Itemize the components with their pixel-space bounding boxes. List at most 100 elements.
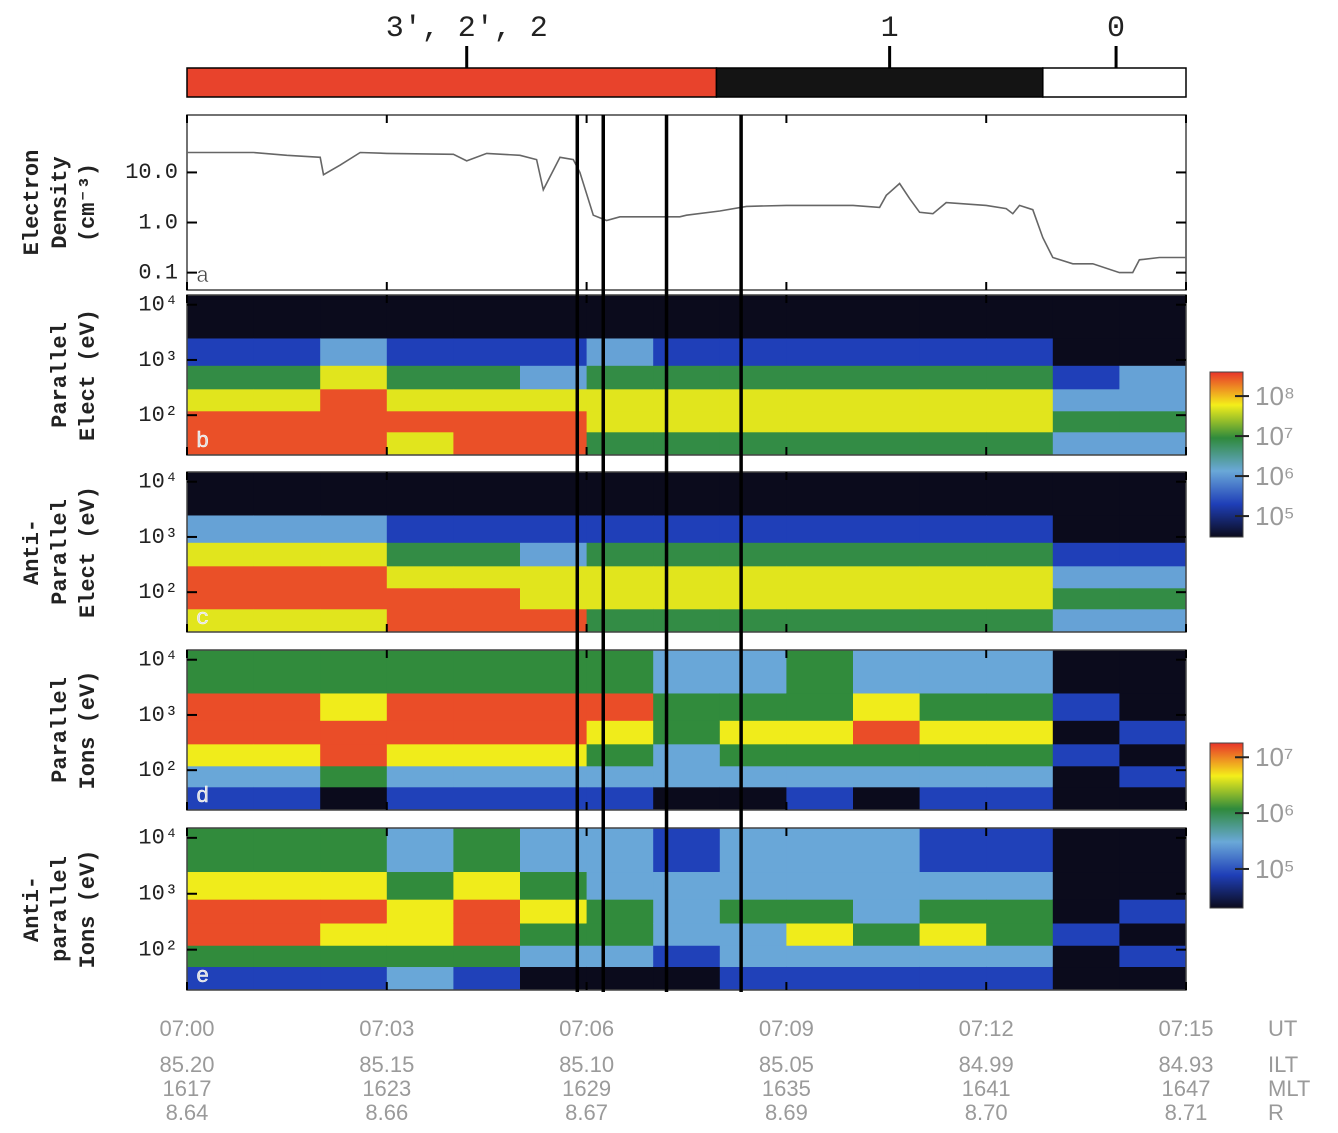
spectrogram-cell [853, 608, 921, 632]
spectrogram-cell [1052, 650, 1120, 694]
spectrogram-cell [1052, 765, 1120, 788]
spectrogram-cell [986, 388, 1054, 412]
spectrogram-cell [187, 514, 255, 543]
spectrogram-cell [520, 431, 588, 455]
spectrogram-cell [919, 765, 987, 788]
spectrogram-cell [586, 786, 654, 810]
colorbar-tick-label: 10⁶ [1255, 461, 1295, 491]
spectrogram-cell [586, 431, 654, 455]
spectrogram-cell [586, 337, 654, 366]
spectrogram-cell [986, 410, 1054, 433]
spectrogram-cell [786, 786, 854, 810]
spectrogram-cell [919, 295, 987, 339]
spectrogram-cell [187, 295, 255, 339]
spectrogram-cell [919, 922, 987, 946]
y-tick-label: 10² [138, 403, 178, 428]
spectrogram-cell [453, 337, 521, 366]
spectrogram-cell [586, 295, 654, 339]
spectrogram-cell [320, 720, 388, 745]
x-tick-label: 07:03 [359, 1016, 414, 1041]
spectrogram-cell [386, 608, 454, 632]
spectrogram-cell [853, 692, 921, 721]
spectrogram-cell [187, 587, 255, 610]
y-axis-label: parallel [48, 856, 73, 962]
spectrogram-cell [986, 966, 1054, 990]
spectrogram-cell [719, 966, 787, 990]
spectrogram-cell [586, 692, 654, 721]
spectrogram-cell [453, 692, 521, 721]
y-axis-label: Parallel [48, 322, 73, 428]
spectrogram-cell [453, 765, 521, 788]
spectrogram-cell [386, 899, 454, 924]
y-tick-label: 10⁴ [138, 470, 178, 495]
spectrogram-cell [786, 650, 854, 694]
spectrogram-cell [520, 608, 588, 632]
spectrogram-cell [719, 295, 787, 339]
spectrogram-cell [253, 514, 321, 543]
spectrogram-cell [453, 945, 521, 968]
spectrogram-cell [853, 966, 921, 990]
spectrogram-cell [586, 608, 654, 632]
phase-label: 0 [1107, 12, 1125, 46]
spectrogram-cell [786, 765, 854, 788]
spectrogram-cell [253, 786, 321, 810]
spectrogram-cell [586, 542, 654, 567]
spectrogram-cell [719, 692, 787, 721]
spectrogram-cell [986, 514, 1054, 543]
spectrogram-cell [919, 899, 987, 924]
spectrogram-cell [520, 410, 588, 433]
colorbar-tick-label: 10⁸ [1255, 381, 1295, 411]
spectrogram-cell [853, 743, 921, 767]
row-label: 1647 [1162, 1076, 1211, 1101]
spectrogram-cell [719, 743, 787, 767]
x-tick-label: 07:06 [559, 1016, 614, 1041]
panel-label: d [196, 784, 209, 809]
spectrogram-cell [786, 692, 854, 721]
spectrogram-cell [653, 472, 721, 516]
spectrogram-cell [386, 765, 454, 788]
row-label: 1635 [762, 1076, 811, 1101]
spectrogram-cell [1119, 692, 1186, 721]
spectrogram-cell [786, 542, 854, 567]
spectrogram-cell [653, 765, 721, 788]
panel-frame [186, 114, 1187, 291]
spectrogram-cell [853, 828, 921, 873]
spectrogram-cell [187, 786, 255, 810]
spectrogram-cell [786, 410, 854, 433]
spectrogram-cell [653, 337, 721, 366]
colorbar-tick-label: 10⁷ [1255, 421, 1293, 451]
spectrogram-cell [1119, 720, 1186, 745]
phase-label: 3′, 2′, 2 [386, 12, 548, 46]
spectrogram-cell [320, 365, 388, 390]
spectrogram-cell [253, 720, 321, 745]
spectrogram-cell [586, 565, 654, 589]
spectrogram-cell [653, 565, 721, 589]
spectrogram-cell [919, 608, 987, 632]
spectrogram-cell [1119, 431, 1186, 455]
spectrogram-cell [453, 743, 521, 767]
spectrogram-cell [586, 514, 654, 543]
spectrogram-cell [520, 945, 588, 968]
spectrogram-cell [1052, 542, 1120, 567]
spectrogram-cell [653, 542, 721, 567]
spectrogram-cell [253, 565, 321, 589]
row-label: 85.20 [159, 1052, 214, 1077]
panel-border [186, 649, 1187, 811]
spectrogram-cell [853, 410, 921, 433]
spectrogram-cell [719, 828, 787, 873]
spectrogram-cell [986, 945, 1054, 968]
spectrogram-cell [320, 514, 388, 543]
spectrogram-cell [719, 514, 787, 543]
spectrogram-cell [386, 743, 454, 767]
spectrogram-cell [1119, 765, 1186, 788]
spectrogram-cell [853, 922, 921, 946]
spectrogram-cell [653, 388, 721, 412]
spectrogram-cell [719, 565, 787, 589]
spectrogram-cell [653, 650, 721, 694]
spectrogram-cell [586, 720, 654, 745]
spectrogram-cell [786, 388, 854, 412]
spectrogram-cell [853, 431, 921, 455]
spectrogram-cell [853, 899, 921, 924]
spectrogram-cell [919, 431, 987, 455]
